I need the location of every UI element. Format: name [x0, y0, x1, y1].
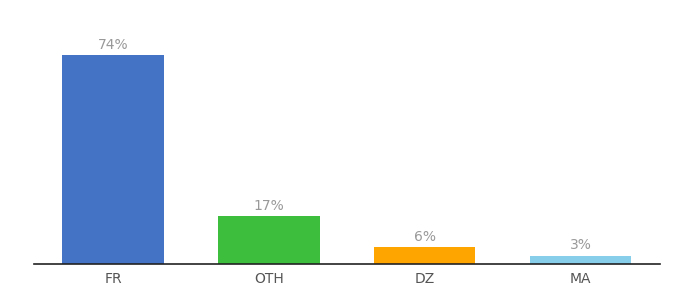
Text: 3%: 3% — [570, 238, 592, 252]
Text: 6%: 6% — [413, 230, 436, 244]
Text: 17%: 17% — [254, 199, 284, 213]
Bar — [218, 216, 320, 264]
Bar — [374, 247, 475, 264]
Text: 74%: 74% — [98, 38, 129, 52]
Bar — [530, 256, 631, 264]
Bar — [63, 55, 164, 264]
